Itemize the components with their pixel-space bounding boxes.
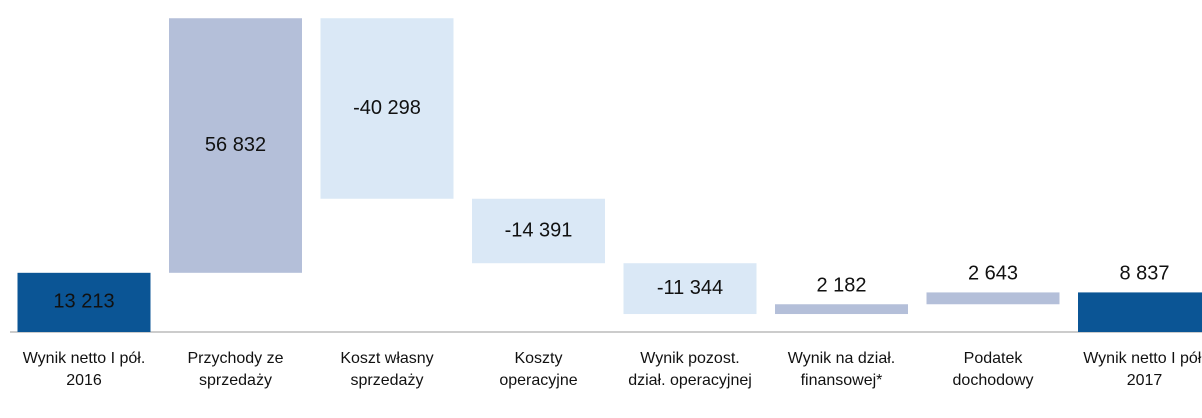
x-tick-label: Przychody ze sprzedaży: [187, 350, 284, 389]
bar: [17, 272, 151, 332]
x-tick-label: Wynik netto I pół. 2016: [22, 350, 146, 389]
bar: [623, 263, 757, 315]
value-label: -14 391: [505, 219, 573, 241]
x-tick-label: Koszt własny sprzedaży: [340, 350, 434, 389]
x-tick-label: Wynik netto I pół. 2017: [1083, 350, 1202, 389]
value-label: 13 213: [53, 291, 114, 313]
value-label: 8 837: [1119, 263, 1169, 285]
value-label: 2 643: [968, 263, 1018, 285]
bar: [320, 18, 454, 199]
bar: [1078, 292, 1202, 332]
value-label: 56 832: [205, 134, 266, 156]
bar: [926, 292, 1060, 305]
x-tick-label: Wynik na dział. finansowej*: [787, 350, 896, 389]
bar: [472, 198, 605, 264]
value-label: -40 298: [353, 97, 421, 119]
value-label: 2 182: [816, 275, 866, 297]
x-tick-label: Koszty operacyjne: [499, 350, 578, 389]
x-tick-label: Wynik pozost. dział. operacyjnej: [628, 350, 752, 389]
bar: [169, 18, 302, 273]
x-tick-label: Podatek dochodowy: [952, 350, 1034, 389]
bar: [775, 304, 908, 315]
value-label: -11 344: [657, 277, 723, 299]
